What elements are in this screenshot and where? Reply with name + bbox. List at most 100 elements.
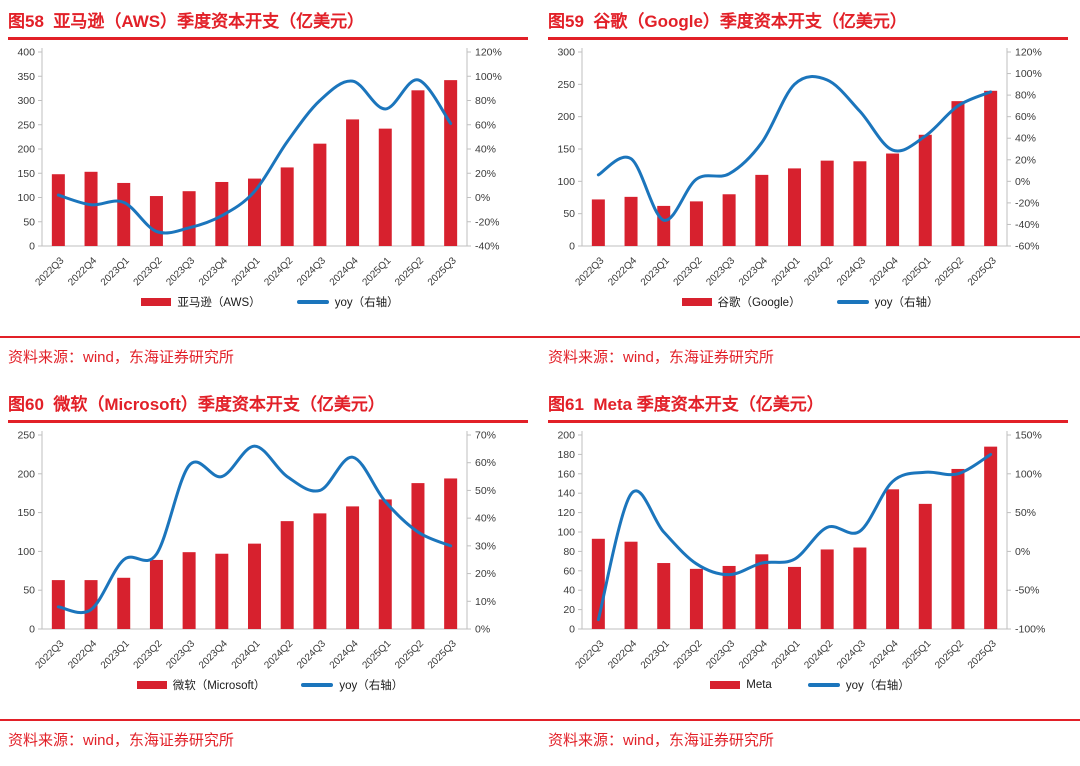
x-axis-label: 2024Q1 xyxy=(230,255,263,288)
yoy-line xyxy=(596,75,993,222)
y-axis-right-label: 20% xyxy=(475,568,496,580)
y-axis-left-label: 0 xyxy=(29,624,35,636)
legend-item-line: yoy（右轴） xyxy=(807,677,910,693)
legend-label: 谷歌（Google） xyxy=(717,297,801,309)
legend: 亚马逊（AWS） yoy（右轴） xyxy=(0,294,540,310)
y-axis-left-label: 150 xyxy=(17,168,35,180)
x-axis-label: 2024Q2 xyxy=(262,638,295,671)
bar xyxy=(722,565,736,629)
y-axis-right-label: -40% xyxy=(1015,219,1040,231)
y-axis-left-label: 200 xyxy=(557,430,575,442)
bar xyxy=(411,90,425,246)
bar xyxy=(313,143,327,246)
x-axis-label: 2024Q3 xyxy=(295,638,328,671)
x-axis-label: 2023Q1 xyxy=(639,255,672,288)
x-axis-label: 2024Q3 xyxy=(835,255,868,288)
x-axis-label: 2024Q3 xyxy=(835,638,868,671)
y-axis-left-label: 200 xyxy=(17,144,35,156)
bar xyxy=(346,119,360,246)
bar xyxy=(951,468,965,629)
x-axis-label: 2024Q4 xyxy=(868,255,901,288)
bar xyxy=(346,506,360,629)
x-axis-label: 2025Q1 xyxy=(900,255,933,288)
y-axis-left-label: 80 xyxy=(563,546,575,558)
y-axis-left-label: 0 xyxy=(569,241,575,253)
bar xyxy=(215,553,229,629)
bar xyxy=(591,199,605,246)
bar xyxy=(378,499,392,629)
panel-fig61: 图61 Meta 季度资本开支（亿美元） 0 20 40 60 80 100 120 140 1… xyxy=(540,383,1080,766)
bar xyxy=(149,559,163,629)
x-axis-label: 2023Q2 xyxy=(132,638,165,671)
y-axis-right-label: -40% xyxy=(475,241,500,253)
y-axis-left-label: 250 xyxy=(17,430,35,442)
y-axis-right-label: 100% xyxy=(1015,68,1042,80)
yoy-line xyxy=(56,78,453,235)
x-axis-label: 2022Q3 xyxy=(574,255,607,288)
line-swatch-icon xyxy=(807,683,840,687)
legend-item-line: yoy（右轴） xyxy=(301,677,403,693)
y-axis-right-label: 40% xyxy=(1015,133,1036,145)
x-axis-label: 2023Q4 xyxy=(197,255,230,288)
y-axis-left-label: 160 xyxy=(557,468,575,480)
line-swatch-icon xyxy=(836,300,869,304)
x-axis-label: 2022Q4 xyxy=(66,638,99,671)
bar xyxy=(182,191,196,246)
bar xyxy=(820,549,834,629)
y-axis-right-label: 0% xyxy=(475,192,490,204)
x-axis-label: 2023Q3 xyxy=(164,255,197,288)
x-axis-label: 2023Q3 xyxy=(704,255,737,288)
legend-item-line: yoy（右轴） xyxy=(836,294,939,310)
y-axis-left-label: 0 xyxy=(29,241,35,253)
bar xyxy=(984,90,998,246)
bar xyxy=(951,101,965,246)
y-axis-right-label: 60% xyxy=(475,119,496,131)
legend-label: 微软（Microsoft） xyxy=(172,680,266,692)
chart-title: 图60 微软（Microsoft）季度资本开支（亿美元） xyxy=(8,390,528,423)
chart-canvas-fig60: 0 50 100 150 200 250 0% 10% 20% 30% 40% 50% 60% 70% 20… xyxy=(17,430,496,672)
x-axis-label: 2025Q2 xyxy=(393,638,426,671)
x-axis-label: 2023Q3 xyxy=(164,638,197,671)
x-axis-label: 2023Q4 xyxy=(737,255,770,288)
legend: Meta yoy（右轴） xyxy=(540,677,1080,693)
bar xyxy=(280,521,294,629)
bar xyxy=(280,167,294,246)
source-note: 资料来源：wind，东海证券研究所 xyxy=(540,336,1080,367)
bar xyxy=(657,205,671,246)
y-axis-right-label: 70% xyxy=(475,430,496,442)
chart-title: 图61 Meta 季度资本开支（亿美元） xyxy=(548,390,1068,423)
y-axis-right-label: 50% xyxy=(475,485,496,497)
y-axis-left-label: 300 xyxy=(17,95,35,107)
legend-item-bar: Meta xyxy=(710,679,772,691)
y-axis-left-label: 150 xyxy=(557,144,575,156)
chart-canvas-fig59: 0 50 100 150 200 250 300 -60% -40% -20% 0% 20% 40% 60… xyxy=(557,47,1042,289)
x-axis-label: 2023Q2 xyxy=(672,638,705,671)
y-axis-left-label: 400 xyxy=(17,47,35,59)
bar xyxy=(84,171,98,246)
y-axis-left-label: 50 xyxy=(23,585,35,597)
x-axis-label: 2023Q4 xyxy=(737,638,770,671)
legend: 微软（Microsoft） yoy（右轴） xyxy=(0,677,540,693)
x-axis-label: 2024Q1 xyxy=(770,255,803,288)
y-axis-right-label: 100% xyxy=(1015,468,1042,480)
bar-swatch-icon xyxy=(136,681,167,689)
y-axis-right-label: 100% xyxy=(475,71,502,83)
bar xyxy=(117,577,131,629)
y-axis-right-label: 60% xyxy=(1015,111,1036,123)
yoy-line xyxy=(56,444,453,615)
bar xyxy=(149,196,163,246)
y-axis-left-label: 20 xyxy=(563,604,575,616)
bar xyxy=(182,552,196,629)
bar xyxy=(918,134,932,246)
y-axis-left-label: 140 xyxy=(557,488,575,500)
x-axis-label: 2022Q3 xyxy=(34,255,67,288)
bar xyxy=(853,161,867,246)
y-axis-left-label: 100 xyxy=(557,176,575,188)
x-axis-label: 2024Q1 xyxy=(770,638,803,671)
x-axis-label: 2025Q2 xyxy=(933,255,966,288)
y-axis-right-label: 150% xyxy=(1015,430,1042,442)
y-axis-left-label: 100 xyxy=(17,546,35,558)
y-axis-right-label: 80% xyxy=(1015,90,1036,102)
x-axis-label: 2023Q1 xyxy=(639,638,672,671)
x-axis-label: 2022Q4 xyxy=(66,255,99,288)
